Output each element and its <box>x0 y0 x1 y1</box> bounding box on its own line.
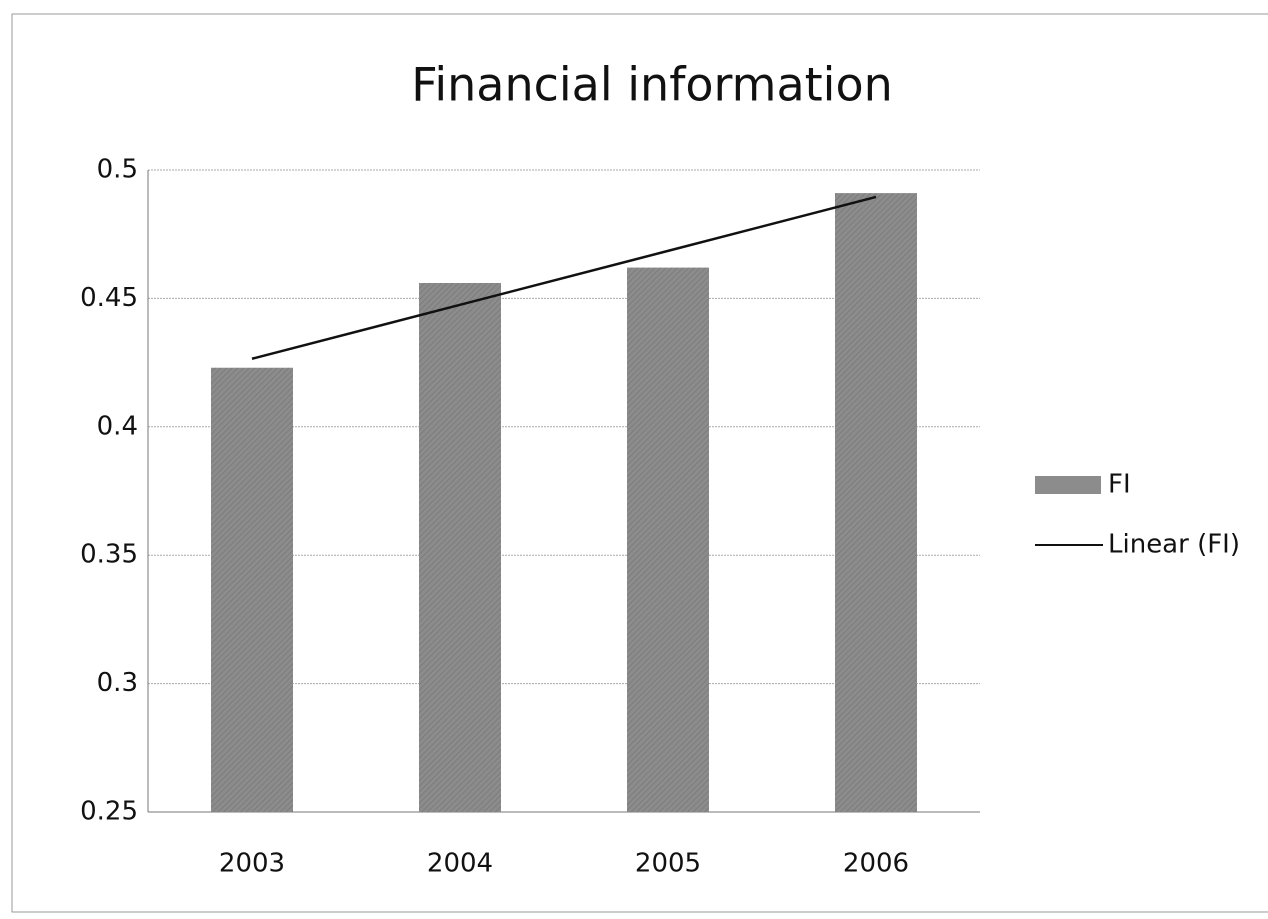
y-tick-label: 0.25 <box>80 797 138 827</box>
bar-texture <box>419 282 501 812</box>
x-tick-label: 2004 <box>427 849 493 879</box>
y-tick-label: 0.4 <box>97 411 138 441</box>
y-tick-label: 0.5 <box>97 155 138 185</box>
chart-title: Financial information <box>411 58 893 112</box>
x-tick-label: 2006 <box>843 849 909 879</box>
y-tick-label: 0.35 <box>80 540 138 570</box>
legend-label: Linear (FI) <box>1108 530 1240 560</box>
trend-line <box>251 195 877 360</box>
x-tick-label: 2003 <box>219 849 285 879</box>
chart-border <box>11 13 1268 913</box>
legend-swatch <box>1035 476 1101 494</box>
legend-label: FI <box>1108 470 1131 500</box>
bar-texture <box>627 267 709 813</box>
x-tick-label: 2005 <box>635 849 701 879</box>
y-tick-label: 0.45 <box>80 283 138 313</box>
y-tick-label: 0.3 <box>97 668 138 698</box>
bar-texture <box>835 193 917 812</box>
bar-texture <box>211 367 293 812</box>
